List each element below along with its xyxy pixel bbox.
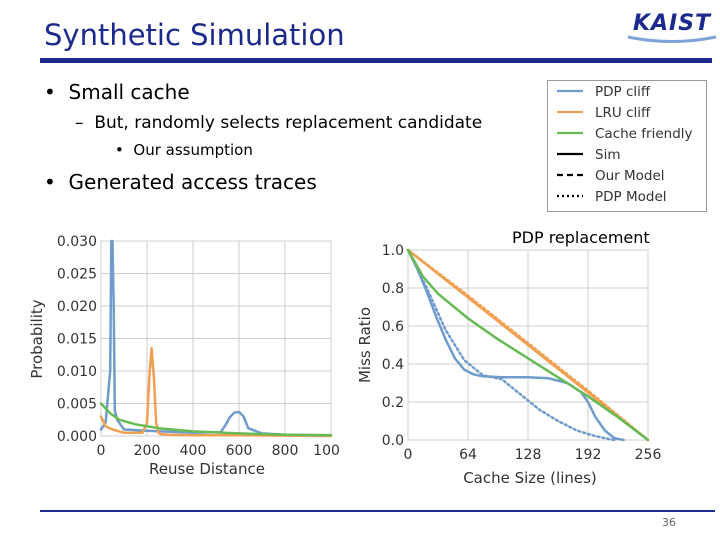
y-tick-label: 0.010 — [57, 364, 97, 380]
series-line-0 — [406, 248, 625, 442]
legend-label-4: Our Model — [595, 168, 665, 184]
kaist-logo: KAIST — [627, 11, 717, 43]
x-tick-label: 192 — [575, 447, 602, 463]
y-tick-label: 0.005 — [57, 397, 97, 413]
y-tick-label: 0.4 — [382, 357, 404, 373]
y-axis-label: Miss Ratio — [356, 307, 374, 383]
legend-label-0: PDP cliff — [595, 84, 651, 100]
miss-ratio-chart: 0 64 128 192 256 0.0 0.2 0.4 0.6 0.8 1.0 Cache Siz… — [356, 243, 662, 487]
y-tick-label: 0.6 — [382, 319, 404, 335]
slide-title: Synthetic Simulation — [44, 18, 345, 52]
x-tick-label: 0 — [404, 447, 413, 463]
x-tick-label: 0 — [97, 443, 106, 459]
x-tick-label: 200 — [134, 443, 161, 459]
x-tick-label: 64 — [459, 447, 477, 463]
y-tick-label: 0.015 — [57, 332, 97, 348]
x-tick-label: 256 — [635, 447, 662, 463]
y-tick-label: 0.030 — [57, 235, 97, 250]
series-line-0 — [99, 239, 333, 437]
y-tick-label: 0.2 — [382, 395, 404, 411]
series-line-4 — [406, 248, 650, 442]
series-line-1 — [99, 347, 333, 438]
pdp-replacement-label: PDP replacement — [512, 228, 650, 247]
x-tick-label: 400 — [180, 443, 207, 459]
series-line-3 — [406, 248, 650, 442]
series-line-2 — [99, 402, 333, 437]
y-axis-label: Probability — [28, 299, 46, 378]
y-tick-label: 0.8 — [382, 281, 404, 297]
y-tick-label: 0.0 — [382, 433, 404, 449]
bullet-dash: – — [75, 113, 84, 133]
y-tick-label: 0.000 — [57, 429, 97, 445]
bullet-random-replacement: – But, randomly selects replacement cand… — [75, 113, 483, 133]
y-tick-label: 1.0 — [382, 243, 404, 259]
footer-rule — [40, 510, 715, 512]
page-number: 36 — [662, 516, 676, 529]
legend: PDP cliff LRU cliff Cache friendly Sim Our M… — [547, 80, 707, 212]
y-tick-label: 0.025 — [57, 267, 97, 283]
bullet-small-cache: • Small cache — [44, 80, 190, 104]
legend-label-1: LRU cliff — [595, 105, 651, 121]
legend-label-3: Sim — [595, 147, 620, 163]
x-tick-label: 600 — [226, 443, 253, 459]
bullet-marker: • — [44, 170, 56, 194]
series-line-1 — [406, 248, 616, 442]
bullet-our-assumption: • Our assumption — [115, 141, 253, 159]
title-underline — [40, 58, 712, 63]
y-tick-label: 0.020 — [57, 299, 97, 315]
legend-label-5: PDP Model — [595, 189, 667, 205]
x-axis-label: Cache Size (lines) — [463, 469, 597, 487]
bullet-marker: • — [44, 80, 56, 104]
svg-text:KAIST: KAIST — [633, 11, 712, 36]
bullet-generated-traces: • Generated access traces — [44, 170, 317, 194]
x-axis-label: Reuse Distance — [149, 460, 265, 478]
bullet-dot: • — [115, 141, 124, 159]
legend-label-2: Cache friendly — [595, 126, 693, 142]
x-tick-label: 800 — [272, 443, 299, 459]
x-tick-label: 128 — [515, 447, 542, 463]
